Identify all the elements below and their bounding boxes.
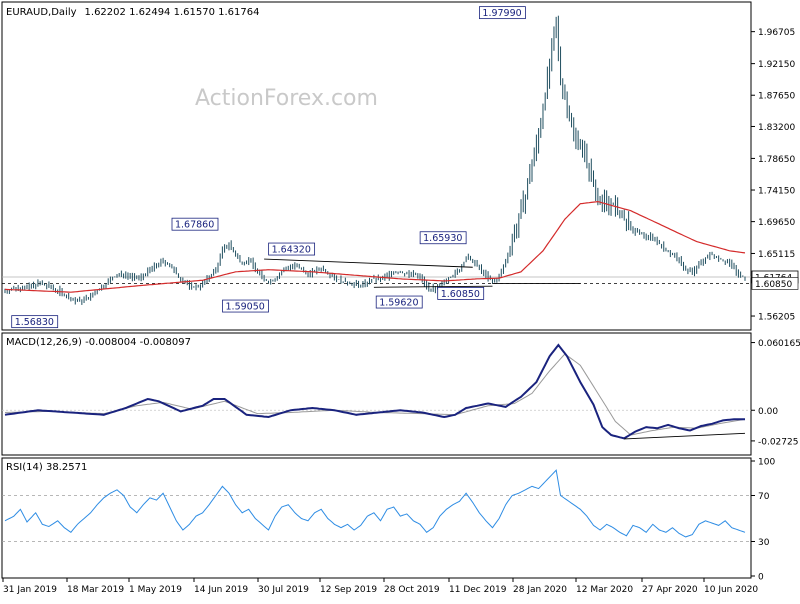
price-annotation-label: 1.67860 <box>175 220 214 231</box>
rsi-ytick-label: 30 <box>758 538 770 548</box>
x-tick-label: 10 Jun 2020 <box>704 585 758 595</box>
macd-y-axis: 0.060165 0.00 -0.02725 <box>2 339 800 447</box>
price-panel-frame <box>1 1 752 331</box>
price-annotation-box <box>222 299 269 313</box>
price-ytick-label: 1.96705 <box>758 28 795 38</box>
price-ytick-label: 1.74150 <box>758 187 795 197</box>
price-annotation-label: 1.64320 <box>272 245 311 256</box>
moving-average-series <box>4 200 746 293</box>
x-tick-label: 12 Sep 2019 <box>320 585 377 595</box>
price-annotation-box <box>268 242 316 256</box>
price-panel-title: EURAUD,Daily 1.62202 1.62494 1.61570 1.61… <box>6 7 259 18</box>
x-tick-label: 14 Jun 2019 <box>194 585 248 595</box>
macd-ytick-label: 0.060165 <box>758 339 800 349</box>
price-annotation-label: 1.65930 <box>423 233 462 244</box>
reference-level-box <box>751 277 799 290</box>
price-annotation-box <box>375 295 423 309</box>
price-ytick-label: 1.87650 <box>758 92 795 102</box>
x-tick-label: 11 Dec 2019 <box>449 585 507 595</box>
watermark-text: ActionForex.com <box>195 86 378 111</box>
x-tick-label: 30 Jul 2019 <box>258 585 309 595</box>
reference-level-label: 1.60850 <box>755 280 792 290</box>
rsi-ytick-label: 100 <box>758 458 775 468</box>
rsi-series <box>4 469 746 538</box>
trendline <box>373 285 493 288</box>
price-ytick-label: 1.92150 <box>758 60 795 70</box>
price-ytick-label: 1.83200 <box>758 123 795 133</box>
rsi-ytick-label: 70 <box>758 492 770 502</box>
x-tick-label: 28 Jan 2020 <box>513 585 567 595</box>
macd-ytick-label: 0.00 <box>758 407 778 417</box>
x-tick-label: 31 Jan 2019 <box>3 585 57 595</box>
macd-panel-title: MACD(12,26,9) -0.008004 -0.008097 <box>6 337 191 348</box>
rsi-ytick-label: 0 <box>758 573 764 583</box>
trendline <box>264 258 473 268</box>
rsi-panel-frame <box>1 457 752 579</box>
x-tick-label: 18 Mar 2019 <box>67 585 124 595</box>
price-annotation-label: 1.97990 <box>482 8 521 19</box>
price-annotation-label: 1.60850 <box>441 289 480 300</box>
x-tick-label: 28 Oct 2019 <box>384 585 440 595</box>
rsi-y-axis: 100 70 30 0 <box>2 458 775 583</box>
price-ytick-label: 1.78650 <box>758 155 795 165</box>
macd-main-line <box>4 343 745 440</box>
price-annotation-box <box>419 231 467 245</box>
price-annotation-box <box>171 217 219 231</box>
price-ytick-label: 1.56205 <box>758 313 795 323</box>
macd-panel-frame <box>1 332 752 456</box>
x-tick-label: 12 Mar 2020 <box>576 585 633 595</box>
x-tick-label: 1 May 2019 <box>129 585 182 595</box>
macd-ytick-label: -0.02725 <box>758 437 798 447</box>
price-ytick-label: 1.69650 <box>758 218 795 228</box>
price-ytick-label: 1.65115 <box>758 250 795 260</box>
price-y-axis: 1.96705 1.92150 1.87650 1.83200 1.78650 1.741… <box>2 28 799 323</box>
rsi-panel-title: RSI(14) 38.2571 <box>6 462 87 473</box>
macd-series <box>4 343 746 440</box>
trendlines <box>264 258 581 288</box>
sma-line <box>4 200 746 293</box>
rsi-line <box>4 469 746 538</box>
price-annotation-box <box>11 315 59 329</box>
macd-trendline <box>624 432 746 440</box>
price-annotation-label: 1.56830 <box>15 317 54 328</box>
price-annotation-box <box>437 287 485 300</box>
price-annotations: 1.97990 1.67860 1.64320 1.65930 1.59050 1.596… <box>11 6 526 329</box>
x-tick-label: 27 Apr 2020 <box>642 585 698 595</box>
price-annotation-label: 1.59050 <box>226 302 265 313</box>
price-annotation-box <box>479 6 526 20</box>
price-annotation-label: 1.59620 <box>379 298 418 309</box>
x-axis: 31 Jan 2019 18 Mar 2019 1 May 2019 14 Jun 2… <box>2 578 758 595</box>
